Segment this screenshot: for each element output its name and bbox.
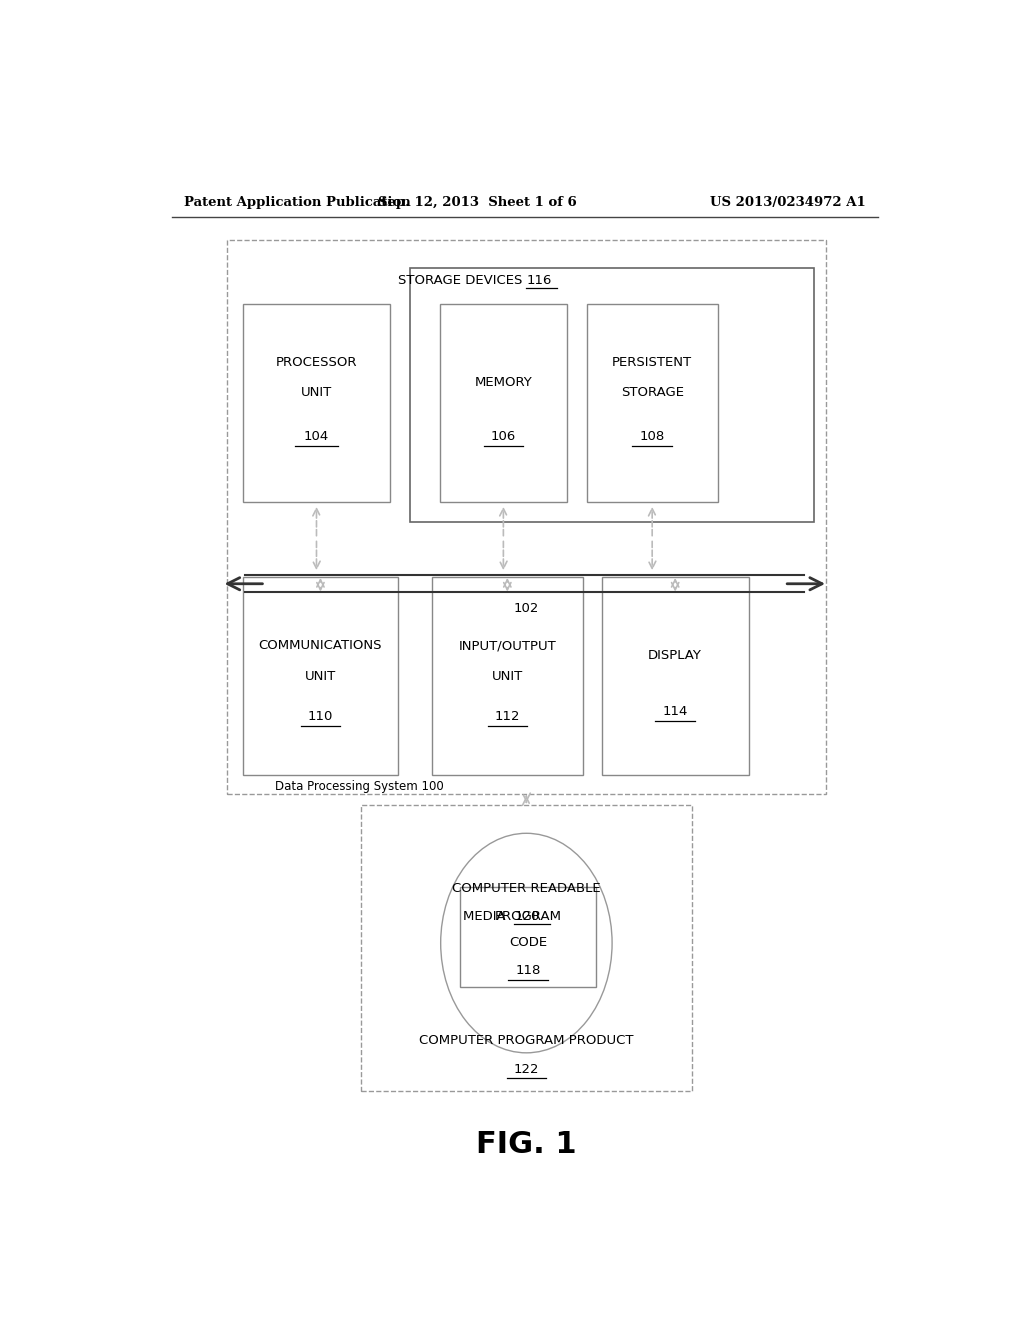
Text: Patent Application Publication: Patent Application Publication [183, 195, 411, 209]
Text: COMPUTER PROGRAM PRODUCT: COMPUTER PROGRAM PRODUCT [419, 1034, 634, 1047]
Text: Sep. 12, 2013  Sheet 1 of 6: Sep. 12, 2013 Sheet 1 of 6 [378, 195, 577, 209]
Bar [227, 240, 826, 793]
Text: 102: 102 [514, 602, 539, 615]
Text: US 2013/0234972 A1: US 2013/0234972 A1 [711, 195, 866, 209]
Bar [410, 268, 814, 523]
Bar [602, 577, 749, 775]
Bar [432, 577, 583, 775]
Text: FIG. 1: FIG. 1 [476, 1130, 577, 1159]
Text: PROCESSOR: PROCESSOR [275, 355, 357, 368]
Text: CODE: CODE [509, 936, 547, 949]
Text: 106: 106 [490, 430, 516, 444]
Text: 114: 114 [663, 705, 688, 718]
Bar [360, 805, 692, 1092]
Text: UNIT: UNIT [305, 669, 336, 682]
Text: PROGRAM: PROGRAM [495, 909, 561, 923]
Bar [587, 304, 718, 502]
Bar [440, 304, 567, 502]
Text: 118: 118 [515, 964, 541, 977]
Text: STORAGE DEVICES: STORAGE DEVICES [397, 273, 526, 286]
Text: 104: 104 [304, 430, 329, 444]
Text: COMMUNICATIONS: COMMUNICATIONS [259, 639, 382, 652]
Text: Data Processing System 100: Data Processing System 100 [274, 780, 443, 793]
Text: 110: 110 [308, 710, 333, 723]
Text: 112: 112 [495, 710, 520, 723]
Text: UNIT: UNIT [301, 387, 332, 399]
Text: UNIT: UNIT [492, 669, 523, 682]
Text: 116: 116 [526, 273, 552, 286]
Text: MEMORY: MEMORY [474, 376, 532, 389]
Bar [460, 887, 596, 987]
Text: 122: 122 [514, 1063, 540, 1076]
Text: MEDIA: MEDIA [463, 909, 514, 923]
Text: COMPUTER READABLE: COMPUTER READABLE [452, 882, 601, 895]
Text: DISPLAY: DISPLAY [648, 649, 702, 663]
Text: STORAGE: STORAGE [621, 387, 684, 399]
Text: INPUT/OUTPUT: INPUT/OUTPUT [459, 639, 556, 652]
Text: 120: 120 [514, 909, 540, 923]
Bar [243, 577, 397, 775]
Text: 108: 108 [640, 430, 665, 444]
Bar [243, 304, 390, 502]
Text: PERSISTENT: PERSISTENT [612, 355, 692, 368]
